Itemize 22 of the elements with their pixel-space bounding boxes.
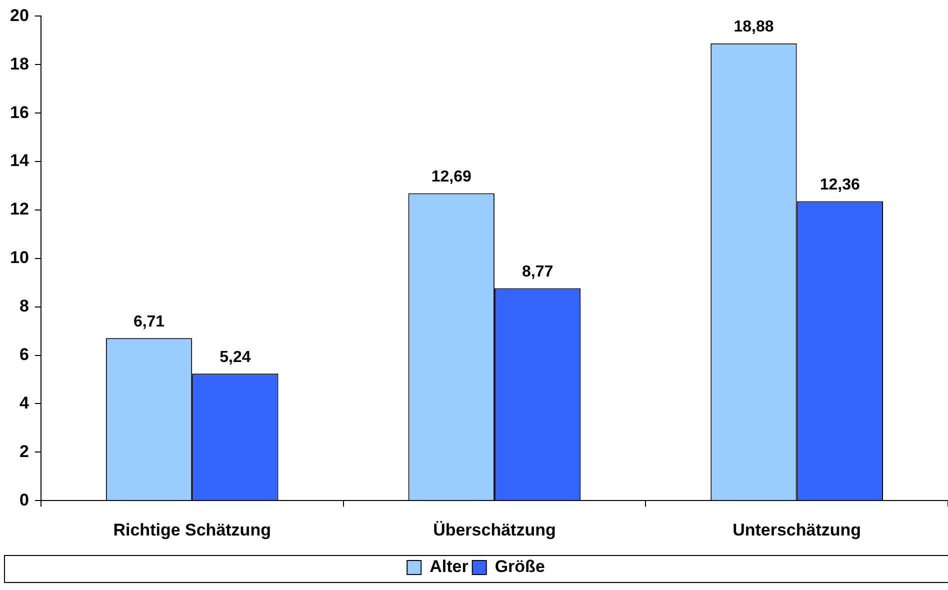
x-tick-label: Unterschätzung bbox=[732, 520, 862, 540]
y-tick-label: 12 bbox=[10, 200, 29, 219]
data-label: 8,77 bbox=[522, 264, 554, 281]
y-tick-label: 8 bbox=[19, 296, 29, 316]
y-tick-label: 6 bbox=[19, 344, 29, 364]
y-tick-label: 10 bbox=[10, 248, 29, 268]
y-tick-label: 18 bbox=[10, 54, 29, 74]
data-label: 5,24 bbox=[220, 349, 251, 366]
legend-label: Größe bbox=[494, 557, 545, 576]
data-label: 6,71 bbox=[133, 313, 165, 330]
y-tick-label: 0 bbox=[19, 490, 29, 510]
y-tick-label: 16 bbox=[10, 102, 29, 122]
legend-label: Alter bbox=[430, 557, 469, 576]
y-tick-label: 20 bbox=[10, 6, 29, 25]
data-label: 12,69 bbox=[431, 168, 472, 186]
x-tick-label: Richtige Schätzung bbox=[113, 520, 271, 540]
data-label: 12,36 bbox=[820, 176, 860, 194]
data-label: 18,88 bbox=[734, 18, 774, 36]
y-tick-label: 4 bbox=[19, 393, 30, 412]
y-tick-label: 2 bbox=[19, 442, 29, 461]
y-tick-label: 14 bbox=[10, 151, 30, 170]
x-tick-label: Überschätzung bbox=[433, 520, 556, 540]
